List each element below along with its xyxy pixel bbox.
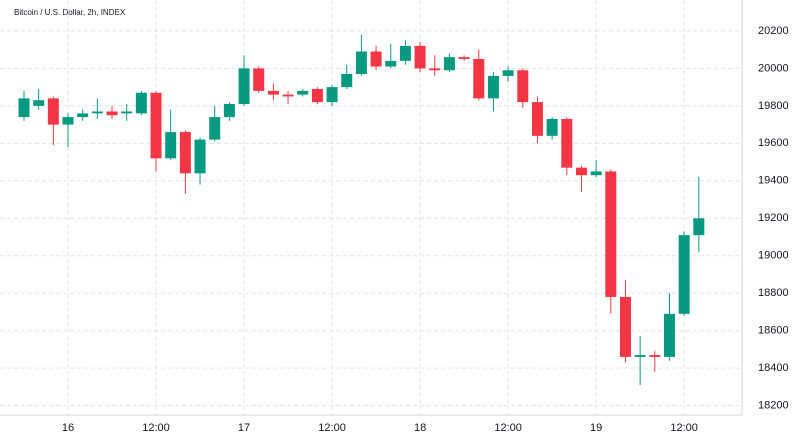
plot: 18200 18400 18600 18800 19000 19200 19400 19600…	[0, 0, 789, 434]
candle-body	[473, 59, 485, 99]
candle-body	[649, 355, 661, 357]
x-tick-label: 12:00	[494, 422, 522, 434]
candle-body	[487, 75, 499, 99]
candle-body	[238, 68, 250, 104]
candle-body	[605, 171, 617, 297]
candle-body	[678, 235, 690, 314]
candle-body	[458, 57, 470, 60]
candle-body	[414, 45, 426, 69]
candle-body	[47, 98, 59, 125]
y-tick-label: 19000	[758, 250, 789, 262]
candle-body	[517, 70, 529, 103]
candle-body	[311, 88, 323, 103]
y-tick-label: 19800	[758, 100, 789, 112]
x-tick-label: 12:00	[142, 422, 170, 434]
y-tick-label: 18800	[758, 287, 789, 299]
candle-body	[121, 111, 133, 114]
candle-body	[370, 51, 382, 67]
candle-body	[253, 68, 265, 91]
candle-body	[693, 218, 705, 236]
candle-body	[135, 92, 147, 114]
candle-body	[385, 60, 397, 67]
y-tick-label: 18600	[758, 325, 789, 337]
candle-body	[282, 94, 294, 97]
x-tick-label: 16	[62, 422, 74, 434]
y-tick-label: 18400	[758, 362, 789, 374]
candle-body	[106, 111, 118, 116]
y-tick-label: 20200	[758, 25, 789, 37]
candle-body	[91, 111, 103, 114]
candle-body	[663, 313, 675, 357]
candle-body	[341, 74, 353, 88]
candle-body	[33, 100, 45, 106]
y-tick-label: 19200	[758, 212, 789, 224]
candle-body	[575, 167, 587, 176]
candle-body	[399, 45, 411, 61]
candle-body	[443, 57, 455, 71]
candle-body	[150, 92, 162, 159]
x-tick-label: 12:00	[318, 422, 346, 434]
x-tick-label: 17	[238, 422, 250, 434]
x-tick-label: 12:00	[670, 422, 698, 434]
candle-body	[634, 355, 646, 357]
candle-body	[546, 118, 558, 136]
candle-body	[531, 102, 543, 136]
y-tick-label: 20000	[758, 62, 789, 74]
candle-body	[590, 171, 602, 176]
y-tick-label: 19400	[758, 175, 789, 187]
candle-body	[209, 117, 221, 140]
candle-body	[77, 113, 89, 118]
candle-body	[165, 132, 177, 159]
candle-body	[429, 68, 441, 71]
chart-title: Bitcoin / U.S. Dollar, 2h, INDEX	[14, 8, 126, 17]
x-tick-label: 18	[414, 422, 426, 434]
candle-body	[355, 51, 367, 75]
candle-body	[502, 70, 514, 76]
candle-body	[267, 90, 279, 95]
y-tick-label: 19600	[758, 137, 789, 149]
candle-body	[619, 296, 631, 357]
candle-body	[223, 103, 235, 118]
y-tick-label: 18200	[758, 400, 789, 412]
x-tick-label: 19	[590, 422, 602, 434]
candle-body	[18, 98, 30, 118]
candle-body	[194, 139, 206, 174]
candle-body	[62, 117, 74, 125]
candle-body	[561, 118, 573, 168]
candle-body	[179, 132, 191, 174]
candle-body	[297, 90, 309, 95]
candle-body	[326, 87, 338, 103]
